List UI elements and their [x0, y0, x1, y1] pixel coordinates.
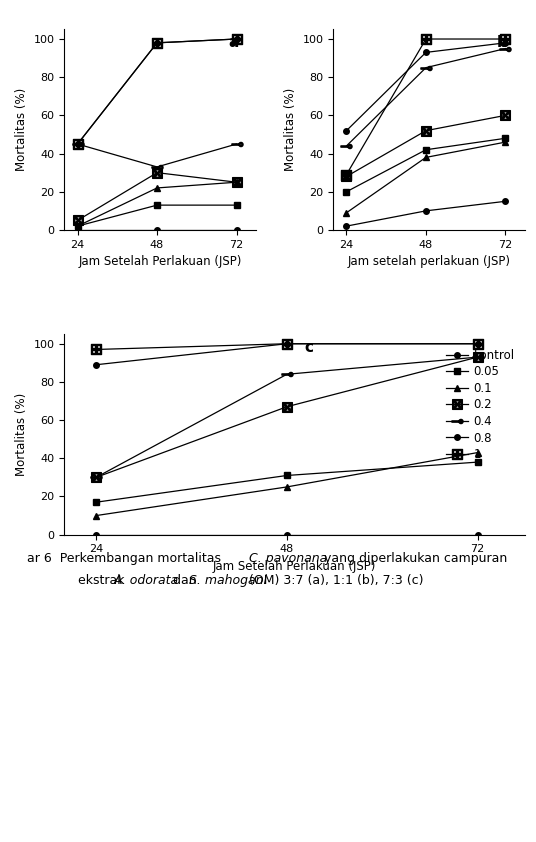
X-axis label: Jam Setelah Perlakuan (JSP): Jam Setelah Perlakuan (JSP)	[79, 255, 242, 269]
kontrol	[474, 530, 481, 540]
0.4	[474, 352, 481, 362]
kontrol	[284, 530, 290, 540]
0.05	[93, 497, 99, 507]
Text: (OM) 3:7 (a), 1:1 (b), 7:3 (c): (OM) 3:7 (a), 1:1 (b), 7:3 (c)	[245, 574, 424, 587]
0.05	[284, 471, 290, 481]
Line: 0.2: 0.2	[91, 352, 482, 482]
Line: 0.1: 0.1	[93, 450, 481, 519]
Y-axis label: Mortalitas (%): Mortalitas (%)	[284, 88, 297, 171]
0.1	[474, 447, 481, 457]
0.4	[284, 370, 290, 380]
0.05	[474, 457, 481, 467]
0.8	[93, 360, 99, 370]
X-axis label: Jam Setelah Perlakuan (JSP): Jam Setelah Perlakuan (JSP)	[213, 560, 376, 573]
Legend: kontrol, 0.05, 0.1, 0.2, 0.4, 0.8, 1: kontrol, 0.05, 0.1, 0.2, 0.4, 0.8, 1	[442, 344, 519, 466]
Text: yang diperlakukan campuran: yang diperlakukan campuran	[320, 552, 507, 564]
Line: 0.4: 0.4	[91, 352, 483, 483]
Line: 1: 1	[91, 338, 482, 354]
0.8	[474, 338, 481, 349]
Text: dan: dan	[169, 574, 200, 587]
Text: A. odorata: A. odorata	[114, 574, 180, 587]
Line: 0.05: 0.05	[93, 460, 480, 505]
Text: c: c	[304, 340, 313, 355]
Text: ekstrak: ekstrak	[78, 574, 128, 587]
Y-axis label: Mortalitas (%): Mortalitas (%)	[15, 393, 28, 476]
1	[284, 338, 290, 349]
Text: ar 6  Perkembangan mortalitas: ar 6 Perkembangan mortalitas	[27, 552, 225, 564]
Text: a: a	[228, 35, 239, 51]
0.2	[284, 402, 290, 412]
X-axis label: Jam setelah perlakuan (JSP): Jam setelah perlakuan (JSP)	[348, 255, 511, 269]
Text: S. mahogani: S. mahogani	[189, 574, 267, 587]
Text: b: b	[497, 35, 508, 51]
0.8	[284, 338, 290, 349]
Line: 0.8: 0.8	[93, 341, 480, 367]
0.1	[284, 482, 290, 492]
Line: kontrol: kontrol	[93, 532, 480, 537]
1	[474, 338, 481, 349]
0.1	[93, 510, 99, 520]
0.2	[93, 472, 99, 482]
Text: C. pavonana: C. pavonana	[249, 552, 327, 564]
Y-axis label: Mortalitas (%): Mortalitas (%)	[15, 88, 28, 171]
0.4	[93, 472, 99, 482]
0.2	[474, 352, 481, 362]
1	[93, 344, 99, 354]
kontrol	[93, 530, 99, 540]
